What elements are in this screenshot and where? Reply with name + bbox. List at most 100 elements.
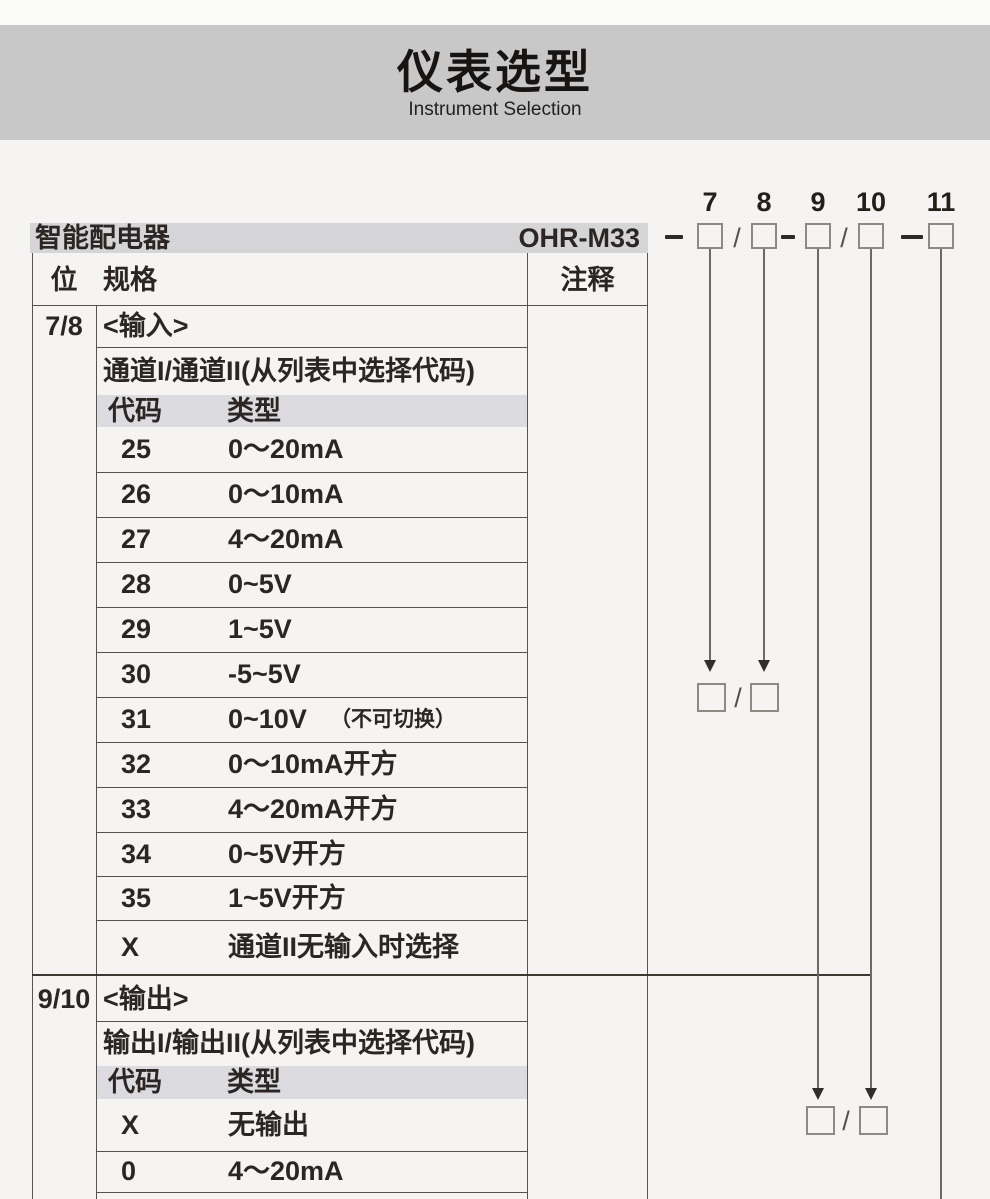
connector-line: [817, 249, 819, 1088]
row-type: 0～10mA开方: [228, 749, 398, 779]
arrow-down-icon: [704, 660, 716, 672]
row-type: 通道II无输入时选择: [228, 932, 460, 962]
row-separator: [96, 742, 527, 743]
row-code: 31: [121, 704, 152, 734]
row-separator: [96, 652, 527, 653]
connector-line: [870, 249, 872, 1088]
code-column-header: 代码: [108, 1067, 162, 1097]
row-separator: [96, 607, 527, 608]
section-heading: <输出>: [103, 984, 189, 1014]
row-code: 32: [121, 749, 152, 779]
row-type: 4～20mA: [228, 524, 344, 554]
row-type: -5~5V: [228, 659, 301, 689]
row-code: 34: [121, 839, 152, 869]
connector-line: [940, 249, 942, 1199]
row-separator: [96, 876, 527, 877]
column-header-spec: 规格: [103, 265, 157, 295]
row-type-note: （不可切换）: [330, 708, 456, 731]
section-subheading: 输出I/输出II(从列表中选择代码): [103, 1028, 475, 1058]
code-type-header-band: [97, 1066, 527, 1099]
section-position-label: 9/10: [37, 984, 91, 1014]
code-box: [858, 223, 884, 249]
row-code: X: [121, 932, 140, 962]
code-box: [697, 683, 726, 712]
code-digit-label: 11: [926, 187, 956, 217]
product-name: 智能配电器: [35, 223, 170, 253]
section-position-label: 7/8: [45, 311, 83, 341]
row-type: 0～20mA: [228, 434, 344, 464]
row-code: 30: [121, 659, 152, 689]
table-right-border: [647, 253, 648, 1199]
header-row-bottom-border: [32, 305, 648, 306]
row-separator: [96, 347, 527, 348]
connector-line: [763, 249, 765, 660]
row-separator: [96, 832, 527, 833]
code-digit-label: 7: [702, 187, 718, 217]
code-separator-slash: /: [734, 683, 742, 713]
row-separator: [96, 1151, 527, 1152]
row-separator: [96, 1192, 527, 1193]
row-type: 4～20mA开方: [228, 794, 398, 824]
header-band: [0, 25, 990, 140]
row-type: 0～10mA: [228, 479, 344, 509]
row-code: 29: [121, 614, 152, 644]
page-subtitle: Instrument Selection: [408, 99, 582, 120]
row-separator: [96, 920, 527, 921]
row-code: 0: [121, 1156, 137, 1186]
code-digit-label: 9: [810, 187, 826, 217]
product-title-bar: [30, 223, 648, 253]
code-type-header-band: [97, 395, 527, 427]
column-header-note: 注释: [560, 265, 615, 295]
code-separator-dash: [665, 235, 683, 239]
row-separator: [96, 562, 527, 563]
product-model: OHR-M33: [518, 223, 640, 253]
section-divider-line: [32, 974, 871, 976]
row-type: 0~5V开方: [228, 839, 346, 869]
type-column-header: 类型: [227, 1067, 281, 1097]
code-separator-dash: [901, 235, 923, 239]
row-separator: [96, 472, 527, 473]
code-box: [928, 223, 954, 249]
position-column-divider: [96, 305, 97, 1199]
arrow-down-icon: [758, 660, 770, 672]
row-separator: [96, 697, 527, 698]
arrow-down-icon: [812, 1088, 824, 1100]
type-column-header: 类型: [227, 396, 281, 426]
code-box: [750, 683, 779, 712]
arrow-down-icon: [865, 1088, 877, 1100]
code-separator-dash: [781, 235, 795, 239]
row-type: 4～20mA: [228, 1156, 344, 1186]
row-type: 0~10V: [228, 704, 307, 734]
table-left-border: [32, 253, 33, 1199]
code-separator-slash: /: [733, 223, 741, 253]
connector-line: [709, 249, 711, 660]
code-separator-slash: /: [842, 1106, 850, 1136]
code-box: [697, 223, 723, 249]
row-separator: [96, 517, 527, 518]
row-separator: [96, 787, 527, 788]
code-box: [859, 1106, 888, 1135]
row-code: X: [121, 1110, 140, 1140]
code-box: [806, 1106, 835, 1135]
row-code: 25: [121, 434, 152, 464]
section-heading: <输入>: [103, 311, 189, 341]
code-separator-slash: /: [840, 223, 848, 253]
row-type: 0~5V: [228, 569, 292, 599]
row-code: 28: [121, 569, 152, 599]
row-type: 无输出: [228, 1110, 309, 1140]
page-title: 仪表选型: [397, 46, 593, 98]
row-code: 33: [121, 794, 152, 824]
code-column-header: 代码: [108, 396, 162, 426]
row-code: 35: [121, 883, 152, 913]
column-header-position: 位: [50, 265, 78, 295]
code-digit-label: 8: [756, 187, 772, 217]
row-type: 1~5V开方: [228, 883, 346, 913]
row-code: 27: [121, 524, 152, 554]
row-type: 1~5V: [228, 614, 292, 644]
code-digit-label: 10: [855, 187, 887, 217]
row-separator: [96, 1021, 527, 1022]
note-column-divider: [527, 253, 528, 1199]
row-code: 26: [121, 479, 152, 509]
code-box: [751, 223, 777, 249]
